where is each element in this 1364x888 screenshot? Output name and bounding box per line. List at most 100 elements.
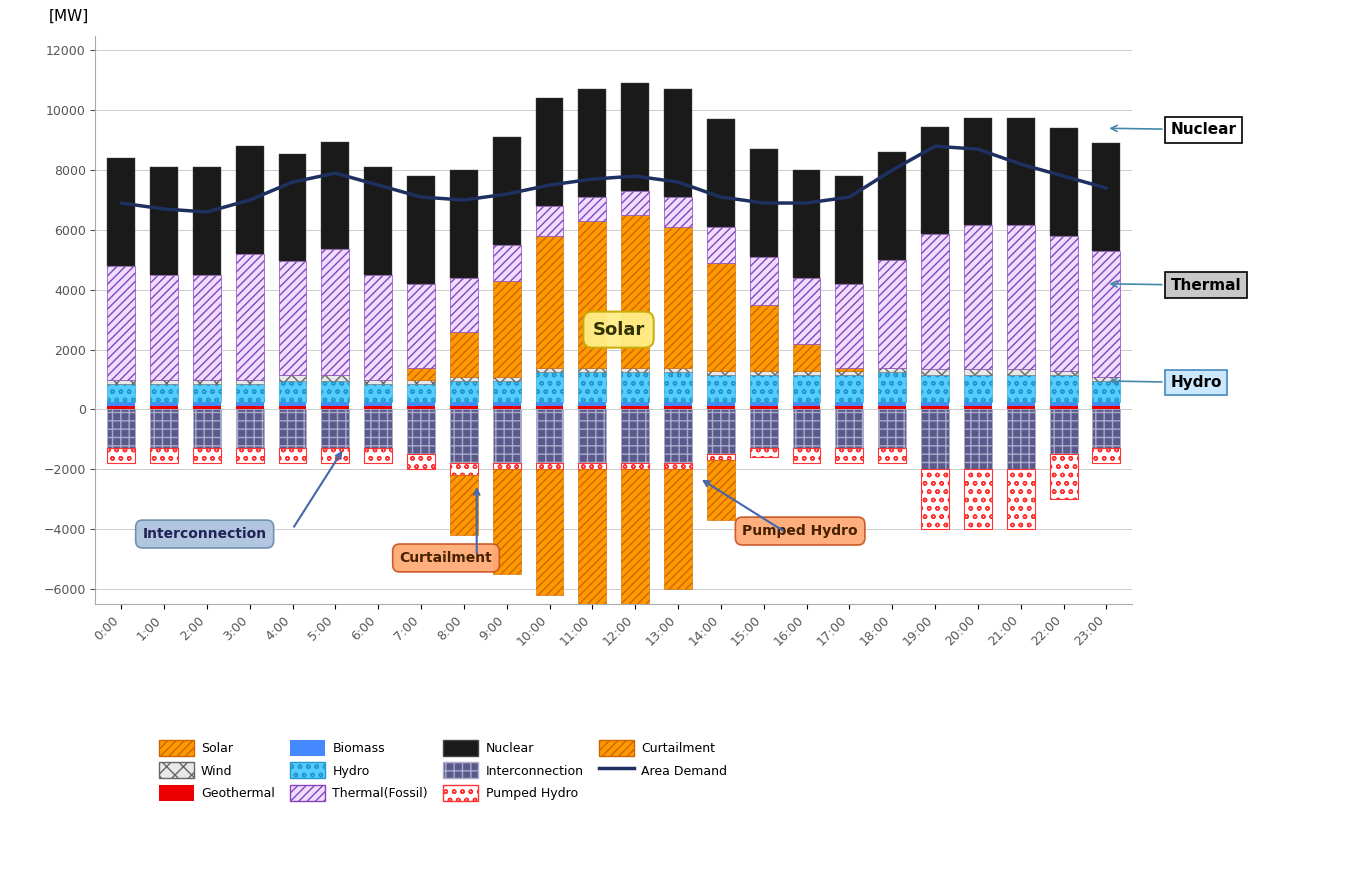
Bar xyxy=(1007,369,1035,375)
Bar xyxy=(621,191,649,215)
Bar xyxy=(578,409,607,464)
Bar xyxy=(236,402,263,407)
Bar xyxy=(707,407,735,409)
Bar xyxy=(236,409,263,448)
Bar xyxy=(1050,128,1078,236)
Bar xyxy=(750,409,777,448)
Bar xyxy=(108,379,135,384)
Bar xyxy=(322,409,349,448)
Bar xyxy=(536,372,563,402)
Bar xyxy=(492,469,521,574)
Bar xyxy=(278,381,307,402)
Bar xyxy=(1093,143,1120,251)
Bar xyxy=(921,369,949,375)
Bar xyxy=(492,281,521,377)
Bar xyxy=(707,263,735,370)
Bar xyxy=(150,379,177,384)
Bar xyxy=(750,370,777,375)
Bar xyxy=(406,368,435,379)
Bar xyxy=(664,197,692,227)
Bar xyxy=(836,375,863,402)
Bar xyxy=(450,464,477,475)
Bar xyxy=(578,372,607,402)
Bar xyxy=(836,407,863,409)
Bar xyxy=(578,469,607,610)
Bar xyxy=(364,384,391,402)
Bar xyxy=(750,448,777,457)
Bar xyxy=(536,206,563,236)
Bar xyxy=(578,221,607,368)
Bar xyxy=(150,274,177,379)
Bar xyxy=(406,176,435,284)
Bar xyxy=(964,402,992,407)
Bar xyxy=(878,409,906,448)
Bar xyxy=(236,448,263,464)
Bar xyxy=(108,448,135,464)
Bar xyxy=(921,375,949,402)
Text: [MW]: [MW] xyxy=(49,9,89,24)
Bar xyxy=(406,455,435,469)
Bar xyxy=(664,368,692,372)
Bar xyxy=(1093,409,1120,448)
Bar xyxy=(621,409,649,464)
Bar xyxy=(450,170,477,278)
Bar xyxy=(322,250,349,375)
Bar xyxy=(364,448,391,464)
Bar xyxy=(236,147,263,254)
Bar xyxy=(621,464,649,469)
Bar xyxy=(492,409,521,464)
Bar xyxy=(450,407,477,409)
Text: Thermal: Thermal xyxy=(1112,278,1241,293)
Bar xyxy=(322,448,349,464)
Bar xyxy=(492,402,521,407)
Bar xyxy=(192,407,221,409)
Bar xyxy=(664,372,692,402)
Bar xyxy=(878,372,906,402)
Bar xyxy=(1050,375,1078,402)
Bar xyxy=(792,409,821,448)
Bar xyxy=(108,384,135,402)
Bar xyxy=(1050,370,1078,375)
Bar xyxy=(750,407,777,409)
Bar xyxy=(192,448,221,464)
Bar xyxy=(578,402,607,407)
Bar xyxy=(322,381,349,402)
Bar xyxy=(750,149,777,257)
Bar xyxy=(150,384,177,402)
Bar xyxy=(236,254,263,379)
Bar xyxy=(150,448,177,464)
Bar xyxy=(878,152,906,260)
Bar xyxy=(621,402,649,407)
Legend: Solar, Wind, Geothermal, Biomass, Hydro, Thermal(Fossil), Nuclear, Interconnecti: Solar, Wind, Geothermal, Biomass, Hydro,… xyxy=(154,735,732,805)
Bar xyxy=(921,469,949,529)
Bar xyxy=(836,409,863,448)
Bar xyxy=(406,379,435,384)
Bar xyxy=(836,176,863,284)
Bar xyxy=(707,460,735,520)
Bar xyxy=(150,402,177,407)
Bar xyxy=(878,407,906,409)
Bar xyxy=(921,127,949,234)
Bar xyxy=(578,368,607,372)
Bar xyxy=(108,407,135,409)
Bar xyxy=(492,377,521,381)
Bar xyxy=(707,375,735,402)
Bar xyxy=(278,448,307,464)
Bar xyxy=(707,370,735,375)
Bar xyxy=(1050,455,1078,499)
Bar xyxy=(964,407,992,409)
Bar xyxy=(578,90,607,197)
Bar xyxy=(236,407,263,409)
Bar xyxy=(1007,402,1035,407)
Bar xyxy=(964,369,992,375)
Bar xyxy=(750,305,777,370)
Bar xyxy=(878,260,906,368)
Bar xyxy=(1007,375,1035,402)
Bar xyxy=(322,375,349,381)
Bar xyxy=(1007,226,1035,369)
Bar xyxy=(664,402,692,407)
Bar xyxy=(406,384,435,402)
Bar xyxy=(964,118,992,226)
Bar xyxy=(621,215,649,368)
Bar xyxy=(578,464,607,469)
